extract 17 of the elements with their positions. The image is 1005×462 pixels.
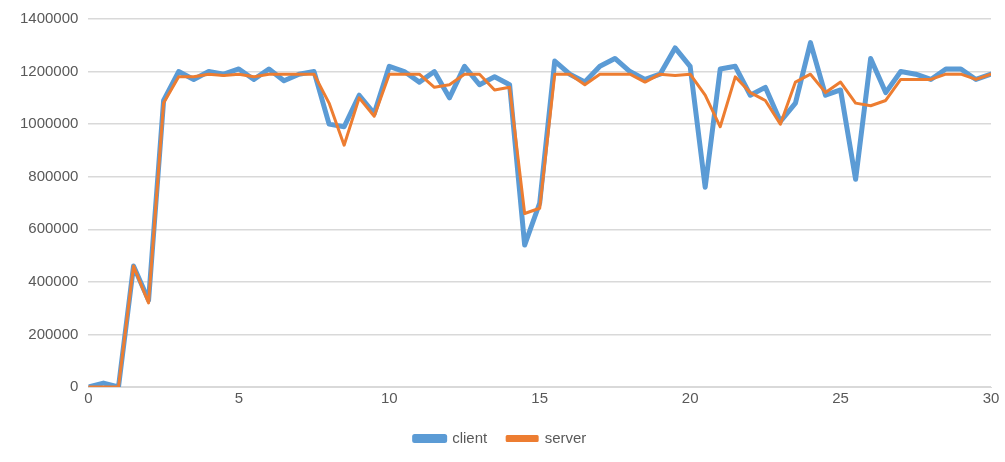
y-tick-label: 1400000 — [19, 9, 79, 27]
x-tick-label: 10 — [380, 389, 398, 407]
y-tick-label: 1200000 — [19, 61, 79, 79]
x-tick-label: 20 — [681, 389, 699, 407]
legend-label: client — [452, 428, 488, 446]
y-tick-label: 400000 — [28, 272, 79, 289]
x-tick-label: 15 — [531, 389, 549, 407]
y-tick-label: 800000 — [28, 166, 79, 184]
legend-label: server — [544, 428, 587, 446]
y-tick-label: 1000000 — [19, 114, 79, 132]
y-tick-label: 600000 — [28, 219, 79, 237]
y-tick-label: 0 — [70, 377, 79, 395]
x-tick-label: 5 — [234, 389, 243, 407]
x-tick-label: 0 — [84, 389, 93, 407]
x-tick-label: 30 — [982, 389, 1000, 407]
x-tick-label: 25 — [832, 389, 849, 407]
y-tick-label: 200000 — [28, 324, 79, 342]
